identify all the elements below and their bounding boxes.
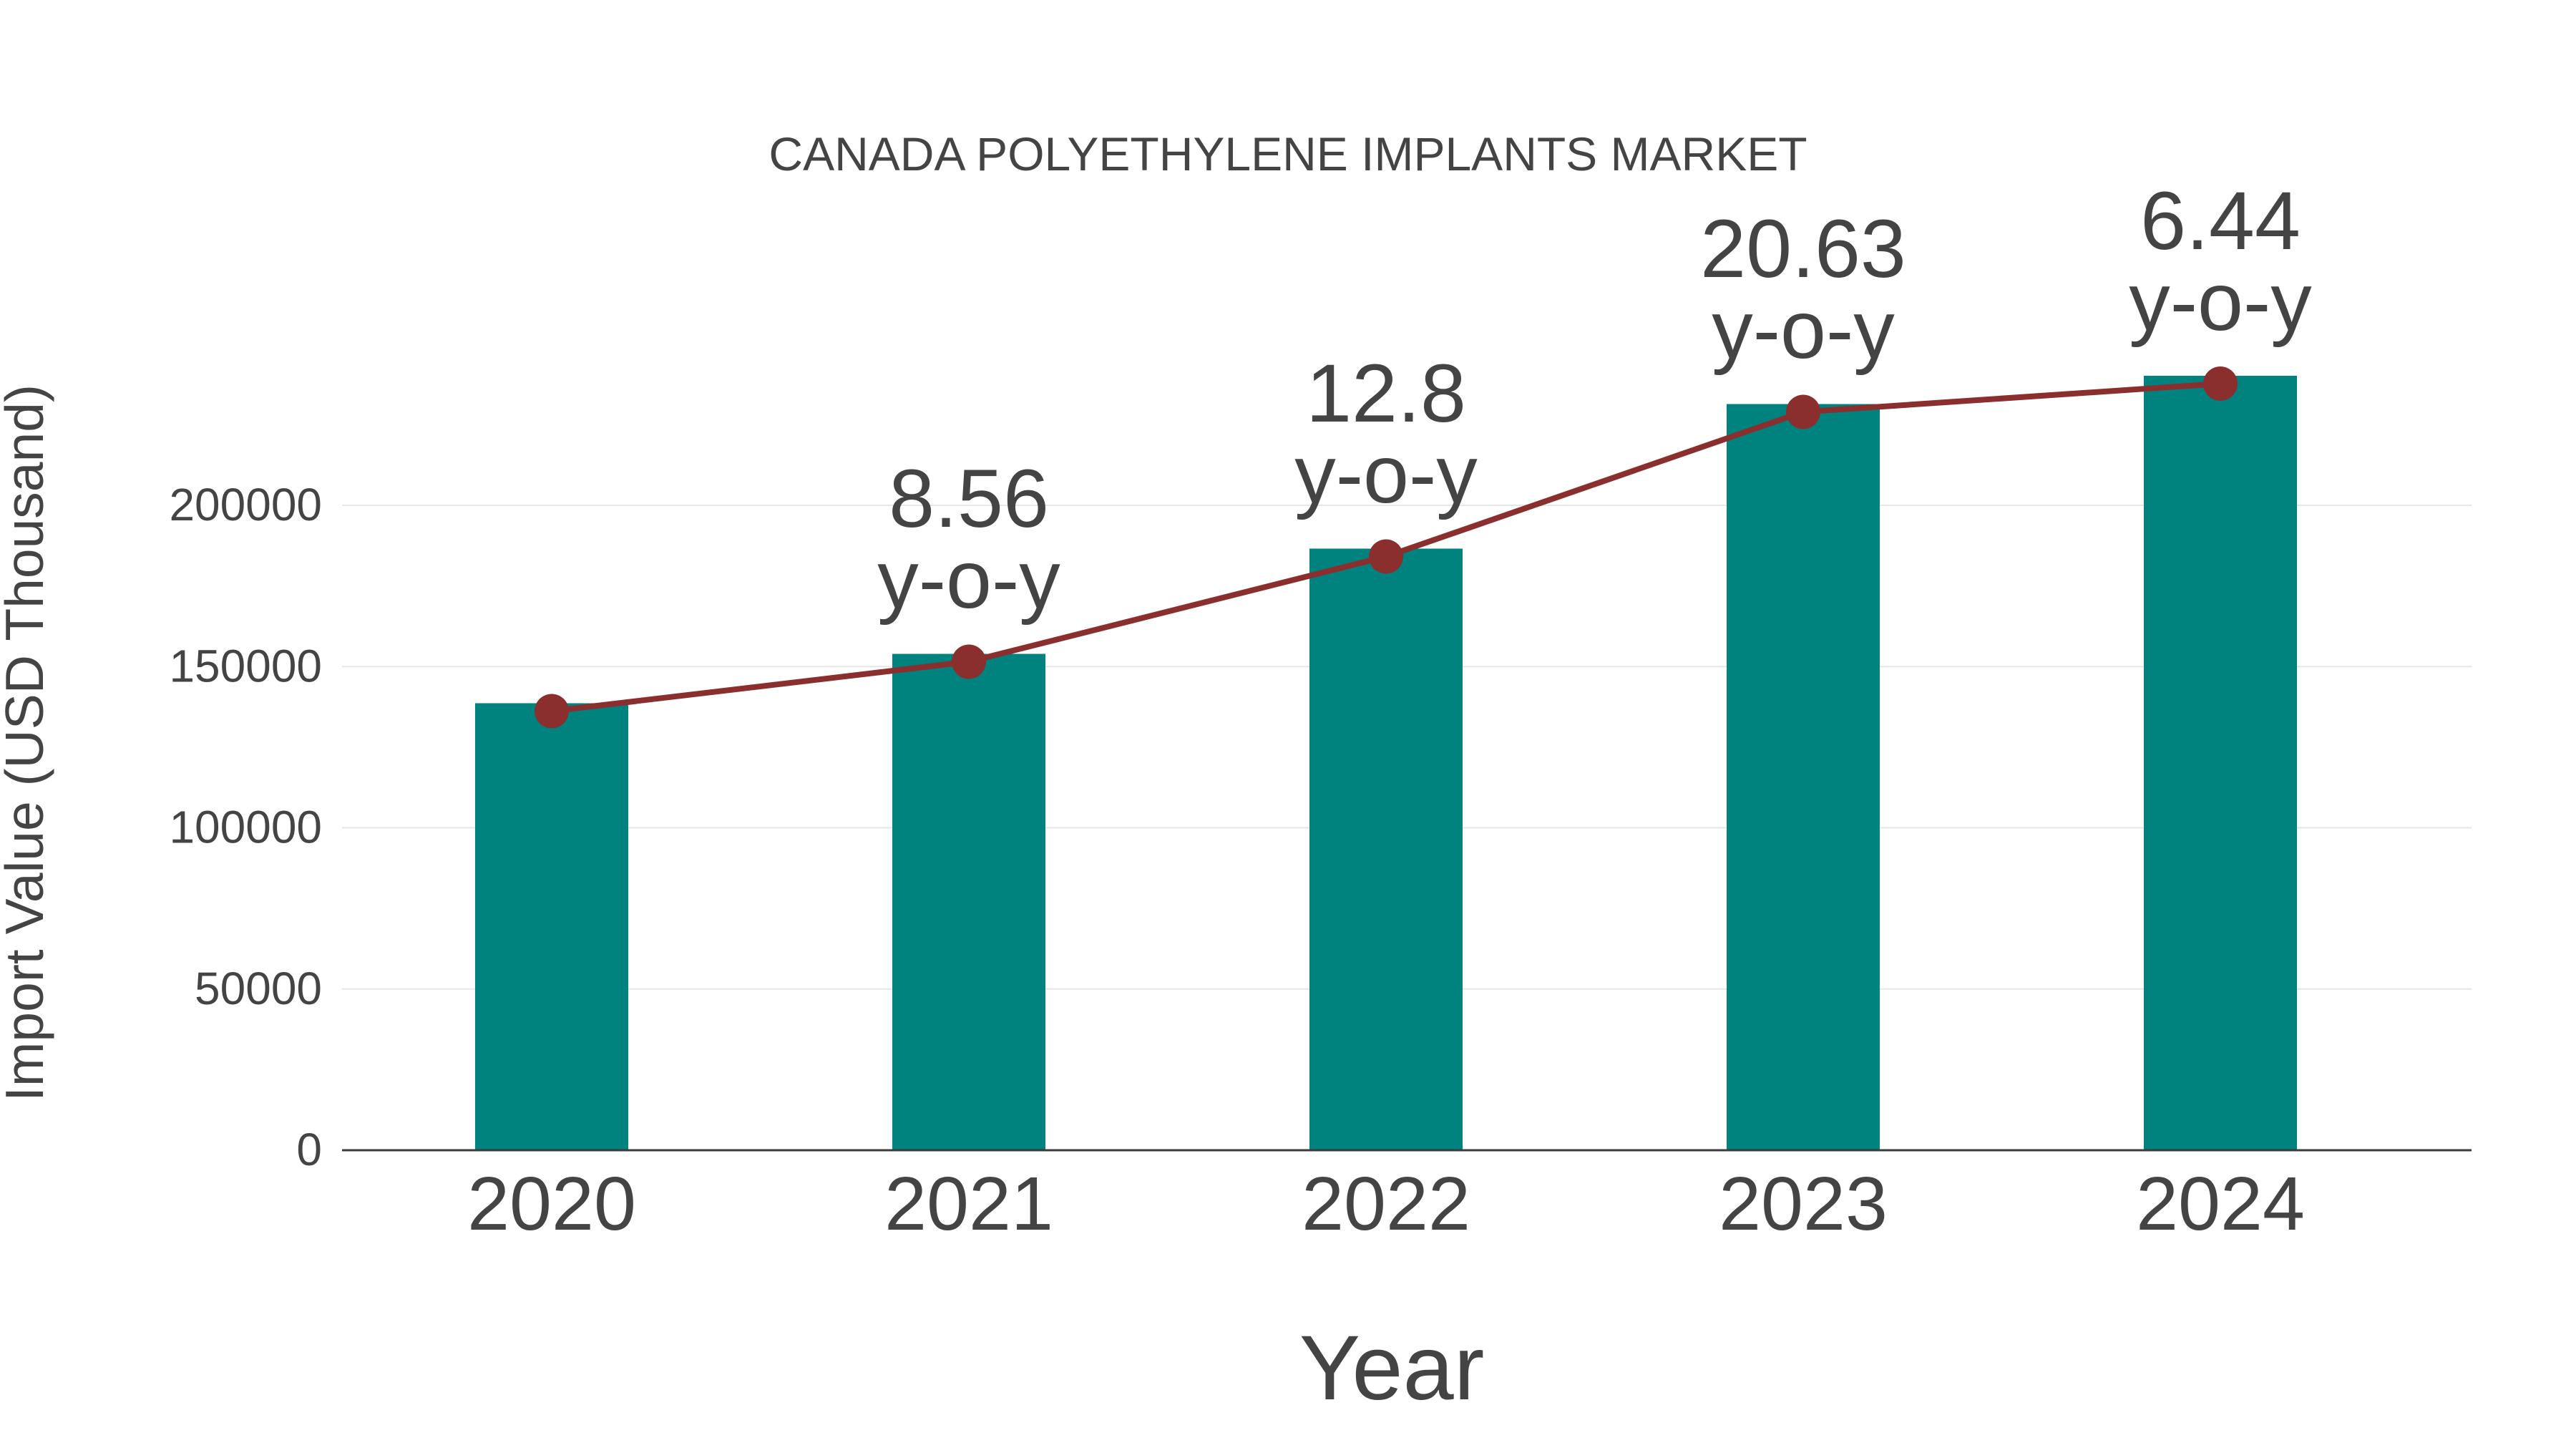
svg-text:150000: 150000: [169, 640, 322, 691]
svg-text:2024: 2024: [2136, 1162, 2305, 1246]
svg-text:2022: 2022: [1302, 1162, 1470, 1246]
svg-text:2021: 2021: [884, 1162, 1053, 1246]
svg-text:Year: Year: [1299, 1317, 1485, 1419]
svg-text:8.56: 8.56: [889, 453, 1049, 545]
svg-text:100000: 100000: [169, 802, 322, 853]
svg-text:y-o-y: y-o-y: [1712, 284, 1895, 376]
svg-text:y-o-y: y-o-y: [1294, 429, 1478, 520]
svg-text:6.44: 6.44: [2140, 175, 2301, 267]
svg-text:200000: 200000: [169, 479, 322, 530]
svg-text:2020: 2020: [467, 1162, 636, 1246]
svg-text:50000: 50000: [195, 963, 322, 1014]
svg-text:20.63: 20.63: [1700, 203, 1906, 295]
svg-text:CANADA POLYETHYLENE IMPLANTS M: CANADA POLYETHYLENE IMPLANTS MARKET: [769, 127, 1807, 180]
svg-text:Import Value (USD Thousand): Import Value (USD Thousand): [0, 384, 54, 1102]
svg-text:y-o-y: y-o-y: [877, 534, 1060, 626]
svg-text:12.8: 12.8: [1306, 348, 1466, 439]
svg-text:y-o-y: y-o-y: [2129, 256, 2312, 348]
svg-text:2023: 2023: [1719, 1162, 1888, 1246]
svg-text:0: 0: [296, 1124, 322, 1175]
